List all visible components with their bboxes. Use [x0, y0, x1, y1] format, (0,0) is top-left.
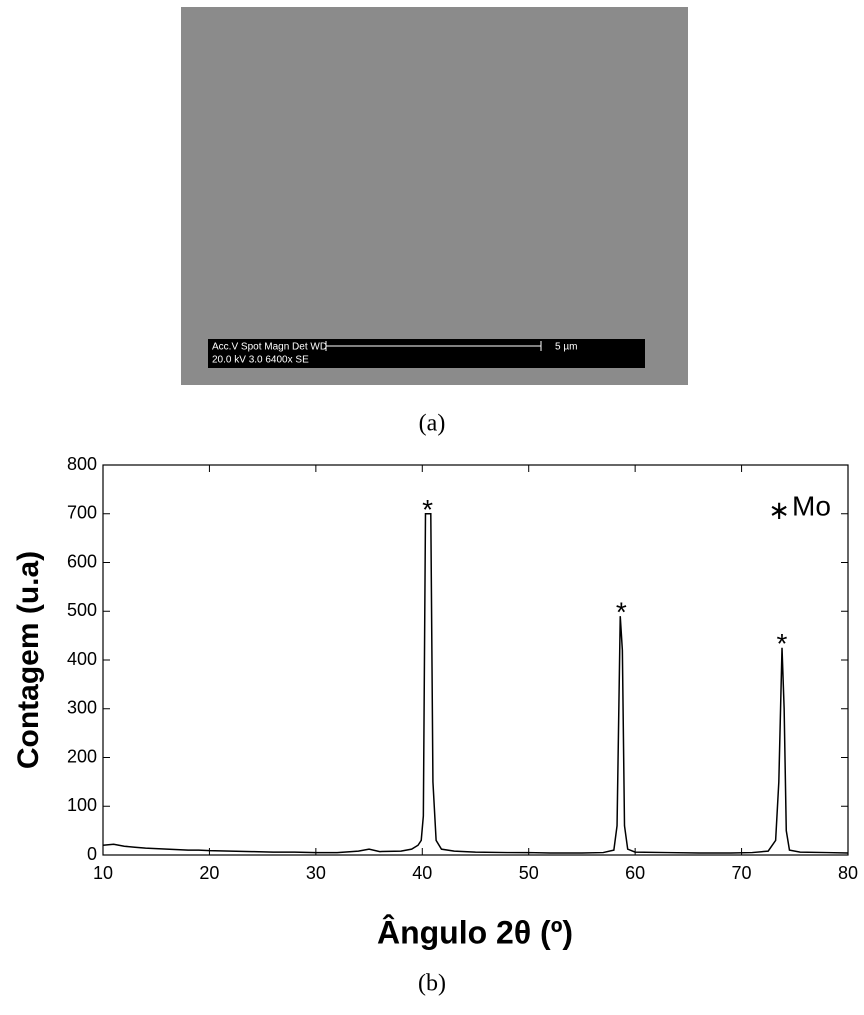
info-row: Acc.V Spot Magn Det WD: [212, 342, 327, 353]
y-tick-label: 800: [67, 454, 97, 474]
y-tick-label: 300: [67, 698, 97, 718]
peak-marker: *: [616, 597, 627, 628]
scale-label: 5 µm: [555, 342, 577, 353]
y-tick-label: 700: [67, 503, 97, 523]
info-bar: [208, 339, 645, 368]
y-tick-label: 600: [67, 551, 97, 571]
x-tick-label: 80: [838, 863, 858, 883]
x-tick-label: 30: [306, 863, 326, 883]
y-tick-label: 200: [67, 746, 97, 766]
y-tick-label: 500: [67, 600, 97, 620]
legend-text: Mo: [792, 490, 831, 521]
caption: (b): [418, 971, 446, 997]
x-tick-label: 70: [732, 863, 752, 883]
peak-marker: *: [422, 494, 433, 525]
y-tick-label: 400: [67, 649, 97, 669]
plot-frame: [102, 464, 849, 856]
legend-symbol: ∗: [768, 495, 790, 525]
y-tick-label: 100: [67, 795, 97, 815]
y-axis-label: Contagem (u.a): [12, 551, 45, 769]
x-tick-label: 40: [412, 863, 432, 883]
x-axis-label: Ângulo 2θ (º): [377, 914, 573, 950]
data-line: [102, 513, 849, 854]
x-tick-label: 20: [199, 863, 219, 883]
caption: (a): [419, 411, 446, 437]
sem-image: [181, 7, 688, 385]
x-tick-label: 10: [93, 863, 113, 883]
x-tick-label: 50: [519, 863, 539, 883]
info-row: 20.0 kV 3.0 6400x SE: [212, 355, 309, 366]
y-tick-label: 0: [87, 844, 97, 864]
peak-marker: *: [777, 628, 788, 659]
x-tick-label: 60: [625, 863, 645, 883]
